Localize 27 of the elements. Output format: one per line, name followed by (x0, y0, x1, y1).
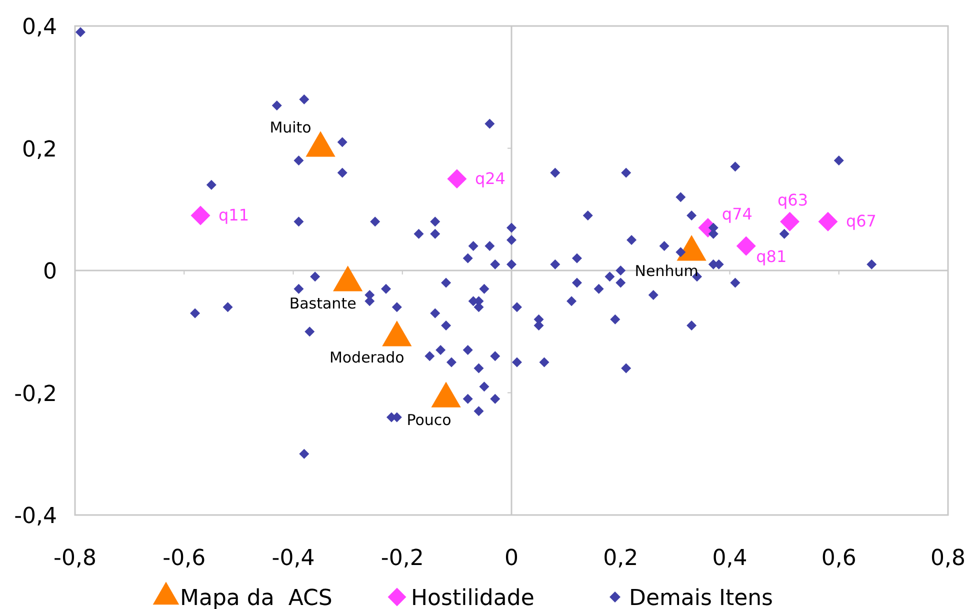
y-tick-label: -0,4 (14, 504, 57, 529)
x-tick-label: 0,2 (603, 546, 638, 571)
x-tick-label: -0,8 (54, 546, 96, 571)
y-tick-label: -0,2 (14, 382, 57, 407)
x-tick-label: 0 (504, 546, 518, 571)
annotation: q67 (846, 212, 876, 231)
annotation: Nenhum (634, 262, 698, 280)
legend-label: Demais Itens (629, 586, 774, 609)
y-tick-label: 0,4 (22, 15, 57, 40)
x-tick-label: 0,4 (712, 546, 748, 571)
annotation: q63 (778, 190, 808, 210)
annotation: Moderado (329, 348, 404, 367)
x-tick-label: -0,6 (162, 546, 206, 571)
annotation: Muito (270, 118, 312, 136)
x-tick-label: -0,2 (380, 546, 424, 571)
legend-label: Hostilidade (411, 586, 534, 609)
x-tick-label: 0,8 (930, 546, 966, 571)
annotation: q11 (218, 205, 250, 224)
x-tick-label: -0,4 (272, 546, 315, 571)
y-tick-label: 0,2 (22, 137, 57, 162)
annotation: q24 (474, 168, 506, 188)
annotation: Bastante (289, 294, 356, 313)
y-tick-label: 0 (43, 260, 57, 284)
annotation: Pouco (406, 410, 452, 429)
annotation: q81 (756, 247, 787, 266)
annotation: q74 (722, 204, 752, 224)
x-tick-label: 0,6 (821, 546, 856, 571)
